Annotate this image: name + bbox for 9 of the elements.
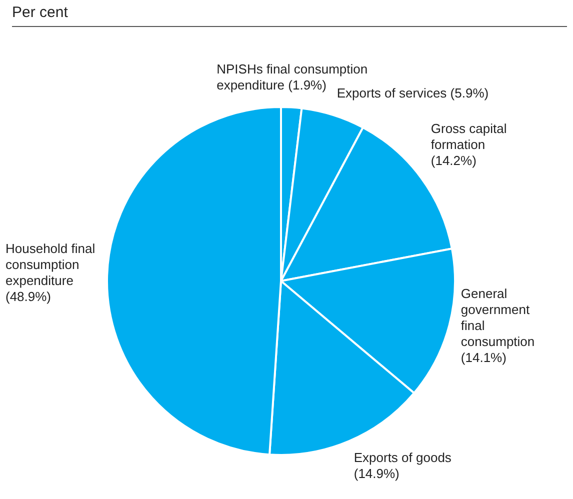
- slice-label: Gross capital formation: [430, 120, 507, 152]
- data-label: (14.2%): [430, 152, 476, 168]
- chart-title: Per cent: [12, 4, 567, 27]
- data-label: (14.1%): [460, 350, 506, 366]
- slice-label: Household final consumption expenditure: [5, 240, 96, 288]
- slice-label: General government final consumption: [460, 286, 535, 350]
- data-label: (48.9%): [5, 288, 52, 304]
- data-label: (14.9%): [354, 466, 400, 482]
- slice-label: Exports of goods: [354, 450, 452, 466]
